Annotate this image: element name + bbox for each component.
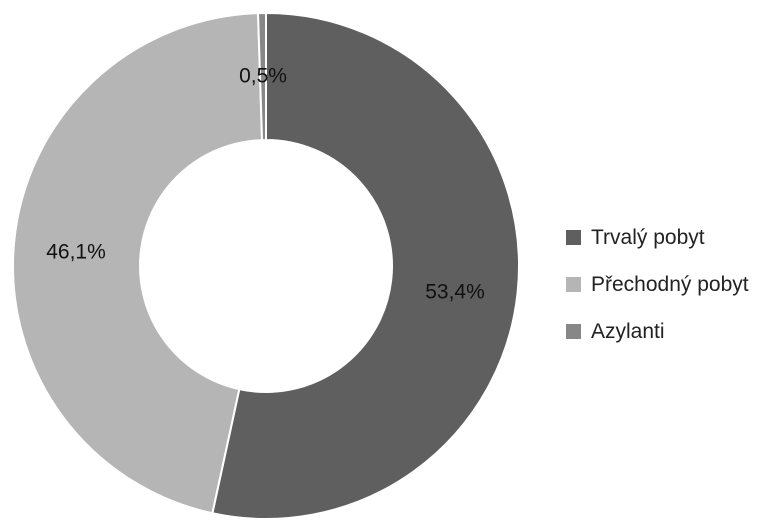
- legend-item-prechodny-pobyt: Přechodný pobyt: [566, 269, 771, 299]
- legend-item-trvaly-pobyt: Trvalý pobyt: [566, 222, 771, 252]
- donut-slice-2: [12, 12, 264, 515]
- donut-slice-3: [257, 11, 267, 142]
- donut-data-label-1: 53,4%: [425, 281, 485, 304]
- legend-swatch: [566, 229, 581, 245]
- donut-data-label-3: 0,5%: [239, 65, 287, 88]
- legend-item-azylanti: Azylanti: [566, 316, 771, 346]
- legend-label: Přechodný pobyt: [591, 272, 749, 296]
- legend-swatch: [566, 276, 581, 292]
- donut-slice-1: [211, 11, 520, 520]
- legend: Trvalý pobyt Přechodný pobyt Azylanti: [566, 222, 771, 363]
- donut-data-label-2: 46,1%: [46, 241, 106, 264]
- legend-swatch: [566, 323, 581, 339]
- legend-label: Trvalý pobyt: [591, 225, 705, 249]
- legend-label: Azylanti: [591, 319, 665, 343]
